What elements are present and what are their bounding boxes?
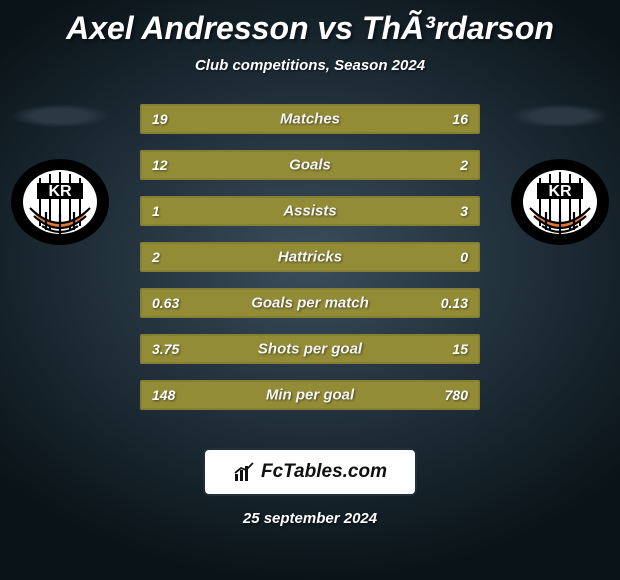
comparison-title: Axel Andresson vs ThÃ³rdarson <box>0 0 620 47</box>
stat-value-right: 0 <box>460 249 468 265</box>
stat-row: 0.63 0.13 Goals per match <box>140 288 480 318</box>
crest-shadow <box>10 104 110 128</box>
snapshot-date: 25 september 2024 <box>0 510 620 527</box>
stat-row: 12 2 Goals <box>140 150 480 180</box>
brand-badge: FcTables.com <box>205 450 415 494</box>
stat-row: 2 0 Hattricks <box>140 242 480 272</box>
brand-text: FcTables.com <box>261 461 387 483</box>
stat-bars: 19 16 Matches 12 2 Goals 1 3 Assists 2 0 Hattricks 0… <box>140 104 480 426</box>
stat-row: 148 780 Min per goal <box>140 380 480 410</box>
crest-shadow <box>510 104 610 128</box>
stat-value-right: 16 <box>452 111 468 127</box>
stat-label: Goals <box>289 157 331 174</box>
stat-value-left: 0.63 <box>152 295 179 311</box>
player-right-crest-wrap: KR <box>500 104 620 246</box>
brand-chart-icon <box>233 461 255 483</box>
stat-value-right: 3 <box>460 203 468 219</box>
stat-value-right: 0.13 <box>441 295 468 311</box>
stat-fill-right <box>226 198 478 224</box>
club-crest-icon: KR <box>10 158 110 246</box>
stat-value-left: 19 <box>152 111 168 127</box>
stat-value-right: 2 <box>460 157 468 173</box>
stat-label: Assists <box>283 203 336 220</box>
stat-value-right: 780 <box>445 387 468 403</box>
stat-label: Shots per goal <box>258 341 362 358</box>
comparison-subtitle: Club competitions, Season 2024 <box>0 57 620 74</box>
svg-text:KR: KR <box>48 183 72 200</box>
stat-value-left: 2 <box>152 249 160 265</box>
stat-label: Matches <box>280 111 340 128</box>
stat-label: Hattricks <box>278 249 342 266</box>
stat-value-left: 12 <box>152 157 168 173</box>
stat-value-left: 3.75 <box>152 341 179 357</box>
stat-row: 19 16 Matches <box>140 104 480 134</box>
club-crest-icon: KR <box>510 158 610 246</box>
stat-fill-right <box>430 152 478 178</box>
svg-text:KR: KR <box>548 183 572 200</box>
stat-label: Min per goal <box>266 387 354 404</box>
stat-value-left: 148 <box>152 387 175 403</box>
stat-fill-left <box>142 152 430 178</box>
stat-value-left: 1 <box>152 203 160 219</box>
stat-row: 3.75 15 Shots per goal <box>140 334 480 364</box>
stat-label: Goals per match <box>251 295 369 312</box>
comparison-body: KR KR 1916Matches122Goals13Assists20Ha <box>0 104 620 424</box>
player-left-crest-wrap: KR <box>0 104 120 246</box>
stat-row: 1 3 Assists <box>140 196 480 226</box>
stat-value-right: 15 <box>452 341 468 357</box>
